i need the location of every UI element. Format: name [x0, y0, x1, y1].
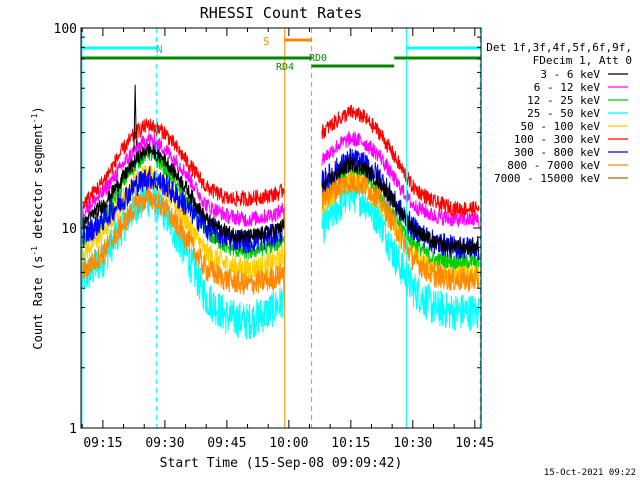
- series-3-6kev-B: [321, 156, 480, 255]
- series-6-12kev-B: [321, 130, 480, 228]
- y-axis-ticks: 1 10 100: [54, 22, 481, 437]
- x-tick-label: 10:00: [269, 436, 308, 451]
- series-800-7000kev-A: [81, 184, 286, 296]
- series-100-300kev-B: [321, 104, 480, 217]
- series-100-300kev-A: [81, 118, 286, 209]
- y-label-part-1: Count Rate (s: [31, 256, 45, 350]
- legend-label: 7000 - 15000 keV: [494, 172, 600, 185]
- y-label-sup-2: -1: [30, 113, 39, 123]
- legend-label: 100 - 300 keV: [514, 133, 600, 146]
- legend-label: 6 - 12 keV: [534, 81, 601, 94]
- x-tick-label: 09:30: [145, 436, 184, 451]
- chart-title: RHESSI Count Rates: [200, 4, 363, 22]
- x-tick-label: 09:45: [207, 436, 246, 451]
- x-tick-label: 10:45: [455, 436, 494, 451]
- legend-label: 800 - 7000 keV: [507, 159, 600, 172]
- y-label-part-2: detector segment: [31, 123, 45, 246]
- legend: Det 1f,3f,4f,5f,6f,9f, FDecim 1, Att 0 3…: [486, 41, 632, 185]
- series-6-12kev-A: [81, 132, 286, 227]
- legend-header-2: FDecim 1, Att 0: [533, 54, 632, 67]
- night-label: N: [156, 43, 163, 56]
- x-tick-label: 10:30: [393, 436, 432, 451]
- saa-label: S: [263, 35, 270, 48]
- y-axis-label: Count Rate (s-1 detector segment-1): [30, 106, 45, 349]
- x-axis-ticks: 09:15 09:30 09:45 10:00 10:15 10:30 10:45: [81, 28, 494, 451]
- y-label-part-3: ): [31, 106, 45, 113]
- legend-label: 3 - 6 keV: [540, 68, 600, 81]
- series-25-50kev-A: [81, 182, 286, 340]
- series-300-800kev-A: [81, 166, 285, 254]
- rd0-label: RD0: [309, 53, 327, 64]
- legend-label: 25 - 50 keV: [527, 107, 600, 120]
- legend-header-1: Det 1f,3f,4f,5f,6f,9f,: [486, 41, 632, 54]
- x-axis-label: Start Time (15-Sep-08 09:09:42): [160, 456, 403, 471]
- rd4-label: RD4: [276, 62, 294, 73]
- y-tick-label: 1: [69, 422, 77, 437]
- y-tick-label: 100: [54, 22, 77, 37]
- series-3-6kev-A: [81, 142, 286, 244]
- series-800-7000kev-B: [321, 171, 480, 292]
- legend-label: 12 - 25 keV: [527, 94, 600, 107]
- legend-label: 50 - 100 keV: [521, 120, 601, 133]
- spike-3-6kev: [133, 84, 137, 152]
- legend-label: 300 - 800 keV: [514, 146, 600, 159]
- y-label-sup-1: -1: [30, 246, 39, 256]
- x-tick-label: 10:15: [331, 436, 370, 451]
- series-layer: [81, 84, 480, 340]
- footer-date: 15-Oct-2021 09:22: [544, 468, 636, 478]
- y-tick-label: 10: [61, 222, 77, 237]
- x-tick-label: 09:15: [83, 436, 122, 451]
